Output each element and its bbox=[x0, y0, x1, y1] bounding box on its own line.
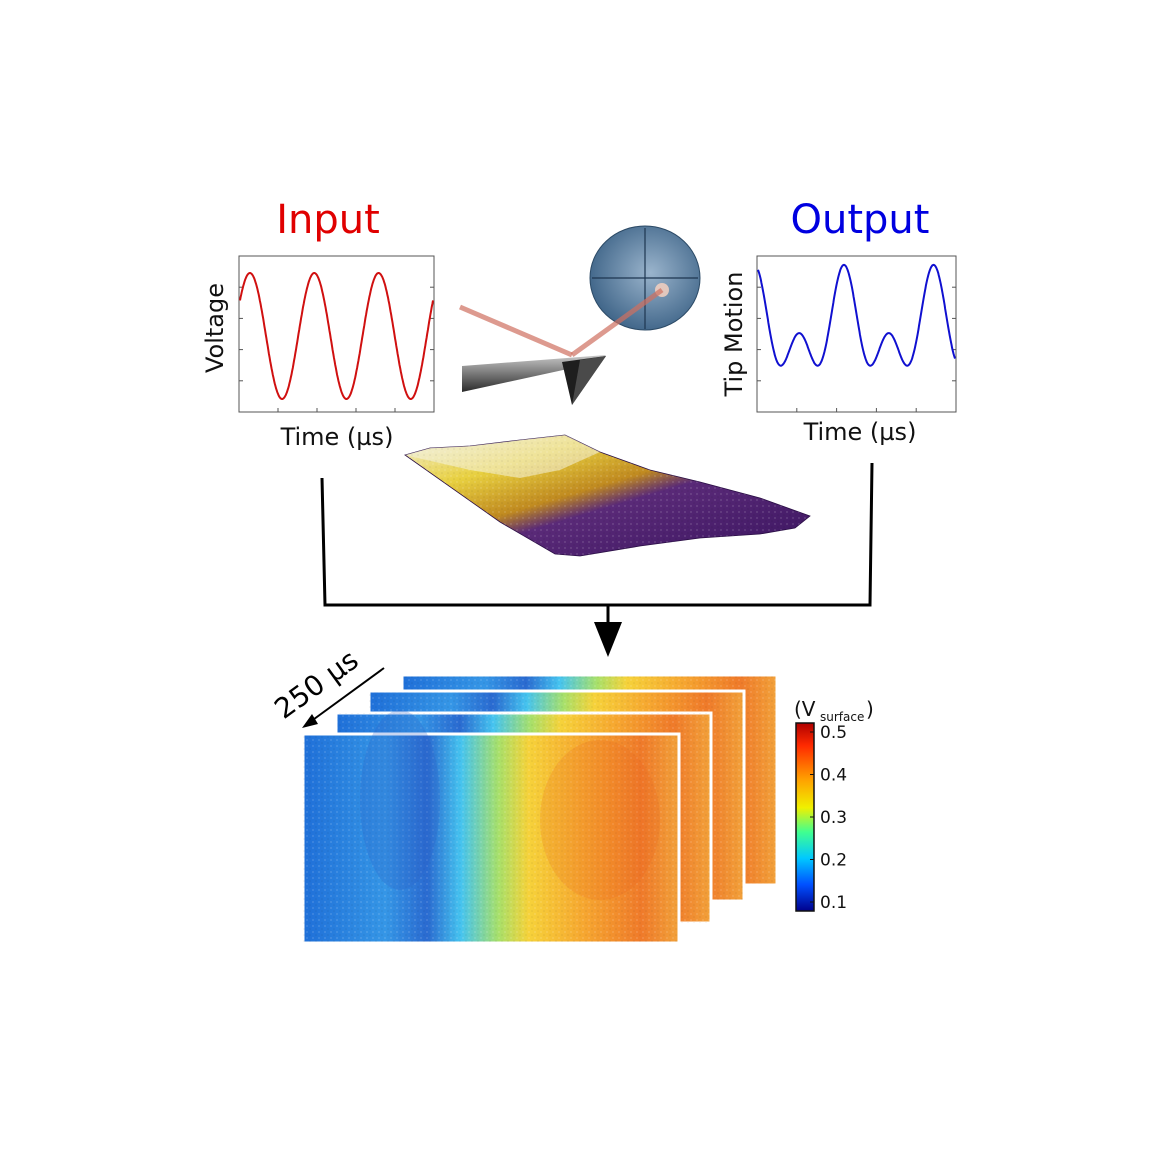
connector-arrowhead bbox=[594, 622, 622, 657]
connector-arrow bbox=[320, 462, 874, 657]
output-xlabel: Time (µs) bbox=[803, 418, 917, 446]
output-plot-frame bbox=[756, 255, 957, 413]
stack-frame-1 bbox=[301, 710, 681, 945]
input-xlabel: Time (µs) bbox=[280, 423, 394, 451]
photodetector-illustration bbox=[589, 225, 701, 331]
output-ylabel: Tip Motion bbox=[720, 272, 748, 398]
cantilever-illustration bbox=[462, 355, 606, 405]
colorbar-tick-label: 0.2 bbox=[820, 851, 847, 871]
colorbar-tick-label: 0.1 bbox=[820, 893, 847, 913]
input-ylabel: Voltage bbox=[201, 283, 229, 373]
colorbar-title-prefix: (V bbox=[794, 697, 816, 721]
input-plot-frame bbox=[238, 255, 435, 413]
colorbar-title-suffix: ) bbox=[866, 697, 874, 721]
colorbar-tick-label: 0.5 bbox=[820, 723, 847, 743]
surface-voltage-image-stack bbox=[301, 673, 779, 945]
input-title: Input bbox=[276, 197, 380, 243]
colorbar-tick-label: 0.3 bbox=[820, 808, 847, 828]
colorbar-title-subscript: surface bbox=[820, 710, 864, 724]
time-step-arrowhead bbox=[302, 714, 318, 728]
laser-beam-illustration bbox=[459, 287, 664, 358]
time-step-arrow-line bbox=[309, 667, 385, 723]
laser-beam-incident bbox=[459, 304, 573, 358]
input-voltage-waveform bbox=[239, 272, 434, 400]
colorbar: (V surface ) 0.5 0.4 0.3 0.2 0.1 bbox=[794, 697, 874, 913]
output-tip-motion-waveform bbox=[757, 263, 956, 367]
colorbar-tick-label: 0.4 bbox=[820, 766, 847, 786]
surface-texture bbox=[405, 435, 810, 556]
colorbar-ticks: 0.5 0.4 0.3 0.2 0.1 bbox=[810, 723, 847, 913]
surface-topography-illustration bbox=[404, 434, 811, 557]
output-title: Output bbox=[791, 197, 930, 243]
cantilever-tip-shade bbox=[572, 356, 606, 405]
connector-line bbox=[320, 462, 874, 607]
laser-beam-reflected bbox=[570, 287, 664, 358]
